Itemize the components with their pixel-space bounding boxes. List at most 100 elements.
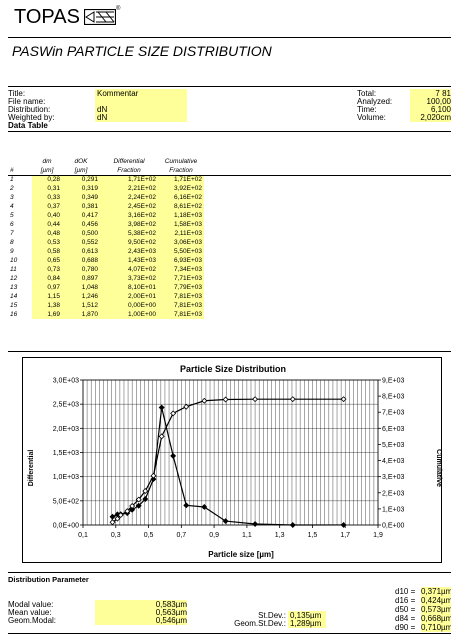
volume-label: Volume: <box>357 113 386 122</box>
cumulative-cell: 7,81E+03 <box>158 292 204 301</box>
mean-value: 0,563µm <box>95 608 187 617</box>
data-point <box>117 512 124 519</box>
differential-cell: 8,10E+01 <box>100 283 158 292</box>
d50-label: d50 = <box>395 605 416 614</box>
table-header-row: dm dOK Differential Cumulative <box>8 157 204 166</box>
table-row: 8 0,53 0,552 9,50E+02 3,06E+03 <box>8 238 204 247</box>
weighted-by-value: dN <box>95 113 187 122</box>
total-value: 7 81 <box>410 89 451 98</box>
y-tick-label: 0,0E+00 <box>53 523 79 530</box>
table-row: 15 1,38 1,512 0,00E+00 7,81E+03 <box>8 301 204 310</box>
total-label: Total: <box>357 89 377 98</box>
divider <box>8 572 451 573</box>
data-point <box>170 410 177 417</box>
differential-cell: 1,00E+00 <box>100 310 158 319</box>
column-subheader-dok-unit: [µm] <box>74 167 88 174</box>
table-row: 16 1,69 1,870 1,00E+00 7,81E+03 <box>8 310 204 319</box>
divider <box>8 86 451 87</box>
y2-tick-label: 7,E+03 <box>382 410 404 417</box>
chart-grid <box>82 379 379 526</box>
dm-cell: 1,38 <box>32 301 62 310</box>
data-point <box>114 515 121 522</box>
data-point <box>183 403 190 410</box>
time-value: 6,100 <box>410 105 451 114</box>
volume-value: 2,020cm <box>410 113 451 122</box>
cumulative-cell: 7,81E+03 <box>158 310 204 319</box>
data-point <box>252 521 259 527</box>
cumulative-cell: 2,11E+03 <box>158 229 204 238</box>
dok-cell: 0,500 <box>62 229 100 238</box>
weighted-by-label: Weighted by: <box>8 113 55 122</box>
page-title: PASWin PARTICLE SIZE DISTRIBUTION <box>12 43 272 59</box>
d10-label: d10 = <box>395 587 416 596</box>
divider <box>8 175 451 176</box>
y2-tick-label: 0,E+00 <box>382 523 404 530</box>
cumulative-cell: 1,18E+03 <box>158 211 204 220</box>
y-tick-label: 3,0E+03 <box>53 378 79 385</box>
dok-cell: 0,381 <box>62 202 100 211</box>
analyzed-value: 100,00 <box>410 97 451 106</box>
y2-tick-label: 1,E+03 <box>382 506 404 513</box>
dm-cell: 0,37 <box>32 202 62 211</box>
differential-cell: 2,43E+03 <box>100 247 158 256</box>
dm-cell: 0,48 <box>32 229 62 238</box>
row-index: 14 <box>10 293 18 300</box>
column-header-dm: dm <box>42 158 52 165</box>
differential-cell: 3,73E+02 <box>100 274 158 283</box>
data-point <box>142 488 149 494</box>
d10-value: 0,371µm <box>421 587 451 596</box>
chart-y2-axis-label: Cumulative <box>435 449 442 487</box>
dok-cell: 0,897 <box>62 274 100 283</box>
data-point <box>222 396 229 403</box>
table-row: 4 0,37 0,381 2,45E+02 8,61E+02 <box>8 202 204 211</box>
time-label: Time: <box>357 105 377 114</box>
data-point <box>222 518 229 525</box>
x-tick-label: 0,7 <box>176 532 186 539</box>
dm-cell: 0,65 <box>32 256 62 265</box>
cumulative-cell: 6,93E+03 <box>158 256 204 265</box>
differential-cell: 4,07E+02 <box>100 265 158 274</box>
cumulative-cell: 8,61E+02 <box>158 202 204 211</box>
cumulative-cell: 3,06E+03 <box>158 238 204 247</box>
table-row: 5 0,40 0,417 3,16E+02 1,18E+03 <box>8 211 204 220</box>
cumulative-cell: 7,34E+03 <box>158 265 204 274</box>
dok-cell: 0,456 <box>62 220 100 229</box>
differential-cell: 2,21E+02 <box>100 184 158 193</box>
dok-cell: 1,048 <box>62 283 100 292</box>
x-tick-label: 1,3 <box>275 532 285 539</box>
dok-cell: 1,870 <box>62 310 100 319</box>
row-index: 10 <box>10 257 18 264</box>
table-row: 1 0,28 0,291 1,71E+02 1,71E+02 <box>8 175 204 184</box>
differential-cell: 0,00E+00 <box>100 301 158 310</box>
particle-size-chart: Particle Size Distribution Particle size… <box>28 364 442 559</box>
data-point <box>170 452 177 459</box>
x-tick-label: 1,7 <box>340 532 350 539</box>
cumulative-cell: 1,58E+03 <box>158 220 204 229</box>
y2-tick-label: 5,E+03 <box>382 442 404 449</box>
data-point <box>158 433 165 440</box>
dok-cell: 0,780 <box>62 265 100 274</box>
table-row: 3 0,33 0,349 2,24E+02 6,16E+02 <box>8 193 204 202</box>
cumulative-cell: 1,71E+02 <box>158 175 204 184</box>
d16-label: d16 = <box>395 596 416 605</box>
data-point <box>252 396 259 403</box>
data-point <box>109 513 116 520</box>
distribution-label: Distribution: <box>8 105 51 114</box>
d50-value: 0,573µm <box>421 605 451 614</box>
d16-value: 0,424µm <box>421 596 451 605</box>
divider <box>8 131 451 132</box>
y2-tick-label: 3,E+03 <box>382 474 404 481</box>
geom-st-dev-value: 1,289µm <box>288 619 326 628</box>
table-row: 12 0,84 0,897 3,73E+02 7,71E+03 <box>8 274 204 283</box>
differential-cell: 3,98E+02 <box>100 220 158 229</box>
table-row: 13 0,97 1,048 8,10E+01 7,79E+03 <box>8 283 204 292</box>
differential-cell: 2,45E+02 <box>100 202 158 211</box>
row-index: 2 <box>10 185 14 192</box>
y-tick-label: 2,5E+03 <box>53 402 79 409</box>
d84-value: 0,668µm <box>421 614 451 623</box>
distribution-value: dN <box>95 105 187 114</box>
data-point <box>158 404 165 411</box>
dm-cell: 0,53 <box>32 238 62 247</box>
row-index: 11 <box>10 266 17 273</box>
d90-label: d90 = <box>395 623 416 632</box>
